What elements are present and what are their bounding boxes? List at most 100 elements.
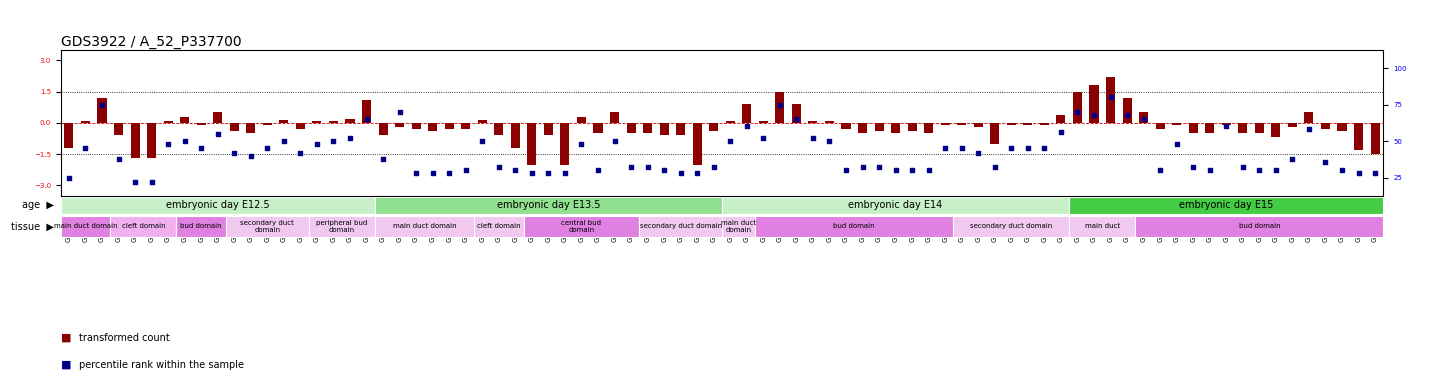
Bar	[445, 123, 453, 129]
Bar	[474, 216, 524, 237]
Bar	[1271, 123, 1281, 137]
Bar	[196, 123, 205, 125]
Bar	[81, 121, 90, 123]
Point	[868, 164, 891, 170]
Point	[702, 164, 725, 170]
Bar	[544, 123, 553, 135]
Bar	[1288, 123, 1297, 127]
Point	[917, 167, 940, 173]
Point	[950, 145, 973, 151]
Point	[1017, 145, 1040, 151]
Point	[322, 138, 345, 144]
Bar	[230, 123, 238, 131]
Point	[471, 138, 494, 144]
Bar	[97, 98, 107, 123]
Point	[586, 167, 609, 173]
Bar	[312, 121, 322, 123]
Bar	[758, 121, 768, 123]
Point	[504, 167, 527, 173]
Point	[635, 164, 658, 170]
Bar	[1370, 123, 1379, 154]
Text: percentile rank within the sample: percentile rank within the sample	[79, 360, 244, 370]
Point	[604, 138, 627, 144]
Bar	[1057, 114, 1066, 123]
Point	[752, 135, 775, 141]
Bar	[225, 216, 309, 237]
Point	[74, 145, 97, 151]
Bar	[908, 123, 917, 131]
Point	[273, 138, 296, 144]
Point	[156, 141, 179, 147]
Text: secondary duct domain: secondary duct domain	[970, 223, 1053, 229]
Bar	[309, 216, 375, 237]
Point	[901, 167, 924, 173]
Bar	[247, 123, 256, 133]
Bar	[114, 123, 123, 135]
Bar	[875, 123, 884, 131]
Text: GDS3922 / A_52_P337700: GDS3922 / A_52_P337700	[61, 35, 241, 49]
Point	[1265, 167, 1288, 173]
Bar	[676, 123, 686, 135]
Bar	[1069, 197, 1383, 214]
Point	[355, 116, 378, 122]
Point	[686, 170, 709, 176]
Bar	[279, 120, 289, 123]
Text: cleft domain: cleft domain	[121, 223, 165, 229]
Text: bud domain: bud domain	[833, 223, 875, 229]
Bar	[378, 123, 387, 135]
Point	[1214, 123, 1238, 129]
Text: peripheral bud
domain: peripheral bud domain	[316, 220, 367, 233]
Bar	[1073, 92, 1082, 123]
Point	[487, 164, 510, 170]
Point	[305, 141, 328, 147]
Point	[1066, 109, 1089, 115]
Point	[669, 170, 692, 176]
Bar	[924, 123, 933, 133]
Bar	[1139, 113, 1148, 123]
Bar	[578, 117, 586, 123]
Bar	[1188, 123, 1197, 133]
Bar	[1222, 123, 1230, 125]
Bar	[1321, 123, 1330, 129]
Bar	[1255, 123, 1264, 133]
Text: tissue  ▶: tissue ▶	[12, 222, 53, 232]
Point	[619, 164, 643, 170]
Point	[1232, 164, 1255, 170]
Bar	[726, 121, 735, 123]
Point	[884, 167, 907, 173]
Bar	[494, 123, 504, 135]
Point	[1363, 170, 1386, 176]
Bar	[957, 123, 966, 125]
Point	[124, 179, 147, 185]
Point	[966, 150, 989, 156]
Bar	[461, 123, 471, 129]
Bar	[640, 216, 722, 237]
Text: main duct: main duct	[1084, 223, 1121, 229]
Point	[140, 179, 163, 185]
Bar	[527, 123, 536, 164]
Text: age  ▶: age ▶	[22, 200, 53, 210]
Bar	[991, 123, 999, 144]
Point	[404, 170, 427, 176]
Bar	[643, 123, 653, 133]
Bar	[176, 216, 225, 237]
Point	[1050, 129, 1073, 136]
Point	[222, 150, 245, 156]
Bar	[809, 121, 817, 123]
Bar	[1040, 123, 1048, 125]
Bar	[1069, 216, 1135, 237]
Bar	[1239, 123, 1248, 133]
Bar	[891, 123, 900, 133]
Bar	[755, 216, 953, 237]
Point	[537, 170, 560, 176]
Point	[1199, 167, 1222, 173]
Text: embryonic day E12.5: embryonic day E12.5	[166, 200, 270, 210]
Text: secondary duct
domain: secondary duct domain	[240, 220, 295, 233]
Point	[801, 135, 825, 141]
Point	[983, 164, 1006, 170]
Text: embryonic day E14: embryonic day E14	[849, 200, 943, 210]
Text: bud domain: bud domain	[180, 223, 222, 229]
Bar	[1135, 216, 1383, 237]
Bar	[1006, 123, 1017, 125]
Bar	[953, 216, 1069, 237]
